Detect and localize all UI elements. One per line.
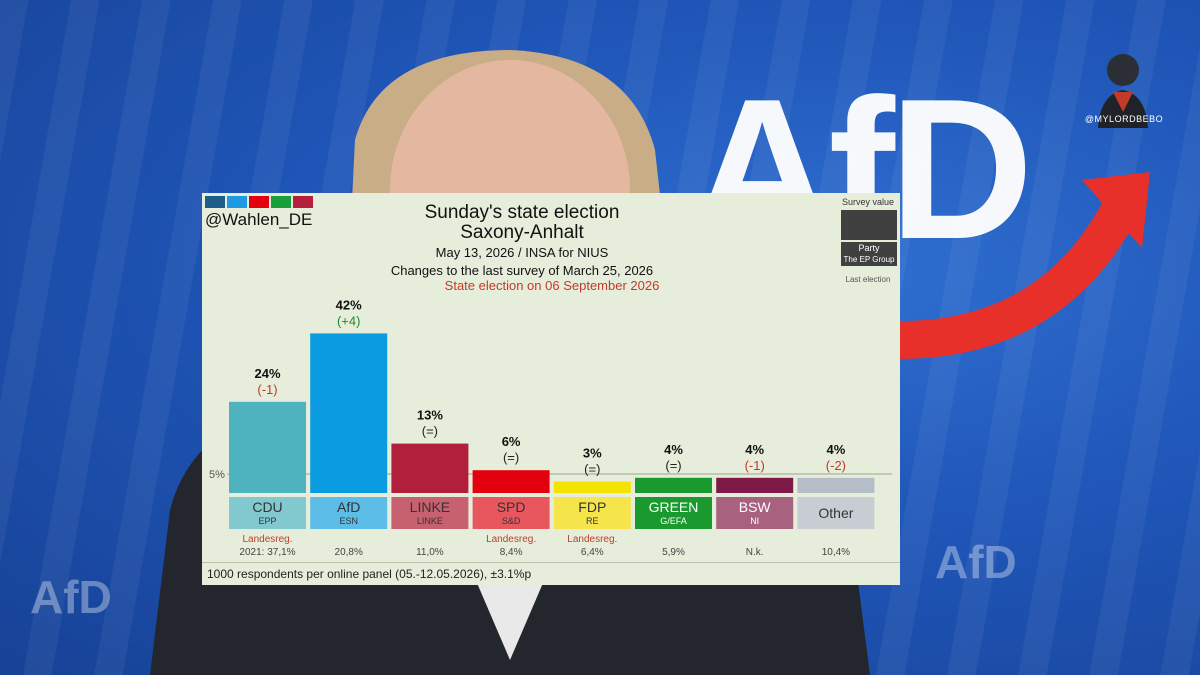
swatch-1: [205, 196, 225, 208]
ep-group-fdp: RE: [586, 516, 599, 526]
ep-group-afd: ESN: [339, 516, 358, 526]
chart-source: May 13, 2026 / INSA for NIUS: [435, 245, 609, 260]
legend-survey-value: Survey value: [841, 197, 895, 207]
value-label-green: 4%: [664, 442, 683, 457]
last-election-green: 5,9%: [662, 547, 685, 558]
change-label-bsw: (-1): [745, 458, 765, 473]
legend-last-election: Last election: [845, 275, 891, 284]
note-cdu: Landesreg.: [242, 534, 292, 545]
bar-cdu: [229, 401, 306, 493]
party-box-bsw: [716, 497, 794, 529]
note-fdp: Landesreg.: [567, 534, 617, 545]
chart-subtitle: Saxony-Anhalt: [460, 222, 584, 243]
legend-party-box: [841, 242, 897, 266]
bar-other: [797, 477, 875, 493]
afd-small-logo-right: AfD: [935, 536, 1017, 588]
change-label-spd: (=): [503, 450, 519, 465]
legend-party: Party: [858, 243, 880, 253]
value-label-fdp: 3%: [583, 446, 602, 461]
party-box-other: [797, 497, 875, 529]
party-box-linke: [391, 497, 469, 529]
party-name-fdp: FDP: [578, 499, 606, 515]
change-label-fdp: (=): [584, 462, 600, 477]
party-name-linke: LINKE: [410, 499, 450, 515]
ep-group-bsw: NI: [750, 516, 759, 526]
last-election-other: 10,4%: [822, 547, 850, 558]
footer-divider: [202, 562, 900, 563]
party-name-bsw: BSW: [739, 499, 772, 515]
ep-group-green: G/EFA: [660, 516, 687, 526]
value-label-linke: 13%: [417, 408, 443, 423]
election-note: State election on 06 September 2026: [444, 278, 660, 293]
value-label-cdu: 24%: [254, 366, 280, 381]
bar-linke: [391, 443, 469, 493]
bar-afd: [310, 333, 388, 493]
ep-group-linke: LINKE: [417, 516, 443, 526]
change-label-green: (=): [665, 458, 681, 473]
change-label-afd: (+4): [337, 313, 360, 328]
party-color-swatches: [205, 196, 313, 208]
value-label-bsw: 4%: [745, 442, 764, 457]
change-label-cdu: (-1): [257, 382, 277, 397]
party-box-green: [635, 497, 712, 529]
value-label-spd: 6%: [502, 434, 521, 449]
party-name-other: Other: [818, 505, 853, 521]
changes-note: Changes to the last survey of March 25, …: [390, 263, 654, 278]
poll-chart-card: @Wahlen_DE Sunday's state election Saxon…: [202, 193, 900, 585]
source-handle: @Wahlen_DE: [205, 210, 313, 229]
last-election-linke: 11,0%: [416, 547, 444, 558]
swatch-5: [293, 196, 313, 208]
party-name-afd: AfD: [337, 499, 360, 515]
party-box-spd: [472, 497, 550, 529]
party-name-spd: SPD: [497, 499, 526, 515]
party-name-green: GREEN: [649, 499, 699, 515]
legend-group: The EP Group: [843, 255, 895, 264]
note-spd: Landesreg.: [486, 534, 536, 545]
ep-group-cdu: EPP: [258, 516, 276, 526]
ep-group-spd: S&D: [502, 516, 521, 526]
last-election-afd: 20,8%: [335, 547, 363, 558]
bar-spd: [472, 470, 550, 493]
last-election-fdp: 6,4%: [581, 547, 604, 558]
swatch-2: [227, 196, 247, 208]
swatch-4: [271, 196, 291, 208]
party-box-afd: [310, 497, 388, 529]
threshold-label: 5%: [209, 469, 225, 481]
legend-box: [841, 210, 897, 240]
party-box-fdp: [553, 497, 631, 529]
swatch-3: [249, 196, 269, 208]
last-election-cdu: 2021: 37,1%: [239, 547, 295, 558]
afd-small-logo-left: AfD: [30, 571, 112, 623]
change-label-other: (-2): [826, 458, 846, 473]
last-election-bsw: N.k.: [746, 547, 764, 558]
footer-note: 1000 respondents per online panel (05.-1…: [207, 567, 532, 581]
dog-mascot-icon: [1098, 54, 1148, 128]
value-label-afd: 42%: [336, 297, 362, 312]
last-election-spd: 8,4%: [500, 547, 523, 558]
value-label-other: 4%: [827, 442, 846, 457]
party-box-cdu: [229, 497, 306, 529]
bar-green: [635, 477, 712, 493]
red-arrow-graphic: [899, 172, 1150, 359]
chart-title: Sunday's state election: [424, 202, 620, 223]
bar-bsw: [716, 477, 794, 493]
party-name-cdu: CDU: [252, 499, 282, 515]
watermark-handle: @MYLORDBEBO: [1084, 114, 1164, 124]
bar-fdp: [553, 481, 631, 493]
change-label-linke: (=): [422, 424, 438, 439]
